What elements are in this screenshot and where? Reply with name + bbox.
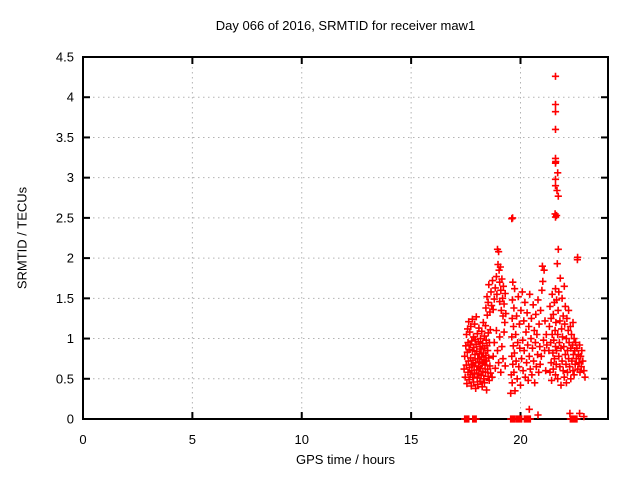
y-tick-label: 4	[67, 90, 74, 105]
y-tick-label: 2	[67, 251, 74, 266]
y-tick-label: 1	[67, 331, 74, 346]
y-tick-label: 3.5	[56, 130, 74, 145]
y-axis-title: SRMTID / TECUs	[14, 186, 30, 290]
y-tick-label: 3	[67, 170, 74, 185]
plot-frame	[82, 56, 609, 420]
x-tick-label: 0	[79, 432, 86, 447]
chart-title: Day 066 of 2016, SRMTID for receiver maw…	[215, 18, 476, 33]
data-point-markers	[460, 72, 589, 423]
x-tick-label: 20	[513, 432, 527, 447]
x-tick-label: 10	[295, 432, 309, 447]
y-tick-label: 1.5	[56, 291, 74, 306]
x-axis-title: GPS time / hours	[296, 452, 395, 467]
y-tick-label: 4.5	[56, 50, 74, 65]
x-tick-label: 15	[404, 432, 418, 447]
y-tick-label: 0	[67, 412, 74, 427]
x-tick-label: 5	[189, 432, 196, 447]
y-tick-label: 2.5	[56, 210, 74, 225]
y-tick-label: 0.5	[56, 371, 74, 386]
